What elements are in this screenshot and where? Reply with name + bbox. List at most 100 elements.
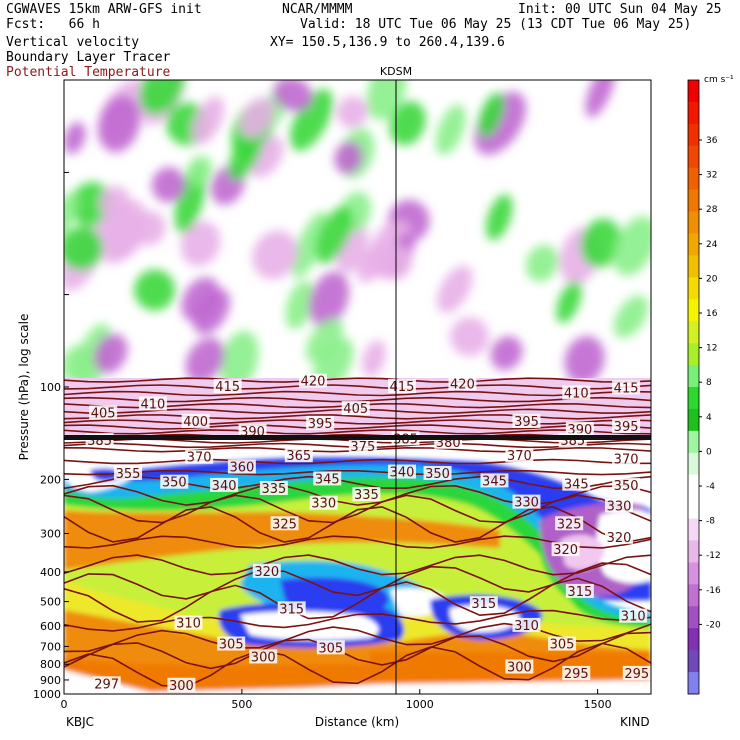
wave-cell: [564, 336, 605, 384]
theta-label-bg: [167, 677, 196, 692]
wave-cell: [556, 280, 582, 323]
wave-cell: [93, 333, 128, 374]
theta-label-bg: [387, 464, 416, 479]
theta-label: 370: [614, 452, 639, 467]
theta-label: 320: [553, 543, 578, 558]
theta-label: 340: [212, 479, 237, 494]
colorbar-swatch: [688, 606, 699, 629]
theta-label-bg: [249, 649, 278, 664]
theta-label: 360: [229, 461, 254, 476]
theta-label: 330: [607, 499, 632, 514]
theta-contour: [64, 494, 651, 524]
y-tick-label: 400: [40, 566, 61, 579]
colorbar-swatch: [688, 452, 699, 476]
wave-cell: [134, 269, 176, 311]
wave-cell: [357, 241, 390, 283]
theta-label: 420: [450, 377, 475, 392]
colorbar-label: -20: [706, 620, 721, 630]
theta-label: 340: [390, 466, 415, 481]
wave-cell: [478, 92, 505, 138]
theta-label: 325: [557, 517, 582, 532]
theta-label: 395: [514, 415, 539, 430]
theta-label: 297: [94, 677, 119, 692]
colorbar-label: 20: [706, 274, 718, 284]
theta-label-bg: [548, 636, 577, 651]
theta-label-bg: [387, 379, 416, 393]
colorbar-swatch: [688, 584, 699, 607]
theta-label: 355: [116, 467, 141, 482]
cross-section-xy: XY= 150.5,136.9 to 260.4,139.6: [270, 35, 505, 50]
theta-label: 350: [614, 479, 639, 494]
wave-cell: [220, 330, 259, 390]
source-label: NCAR/MMMM: [282, 2, 353, 17]
wave-cell: [180, 221, 221, 267]
marker-station-label: KDSM: [380, 65, 412, 78]
theta-label-bg: [512, 494, 541, 509]
theta-label-bg: [469, 596, 498, 611]
theta-label: 335: [261, 482, 286, 497]
model-title: CGWAVES 15km ARW-GFS init: [6, 2, 202, 17]
colorbar-swatch: [688, 540, 699, 563]
theta-label-bg: [299, 373, 328, 388]
theta-label-bg: [341, 401, 370, 416]
theta-label-bg: [238, 423, 267, 438]
colorbar-label: -4: [706, 482, 715, 492]
theta-label: 305: [219, 638, 244, 653]
theta-label: 315: [567, 585, 592, 600]
theta-label-bg: [185, 449, 214, 464]
theta-label-bg: [313, 471, 342, 486]
colorbar-swatch: [688, 321, 699, 344]
theta-label: 305: [318, 641, 343, 656]
theta-label: 320: [254, 565, 279, 580]
wave-cell: [334, 141, 363, 175]
theta-contour: [64, 631, 651, 670]
colorbar-swatch: [688, 650, 699, 673]
theta-label-bg: [565, 583, 594, 598]
y-tick-label: 500: [40, 596, 61, 609]
wave-cell: [64, 344, 93, 382]
theta-label-bg: [555, 516, 584, 531]
wave-cell: [64, 226, 103, 271]
wave-cell: [305, 318, 344, 364]
wave-cell: [185, 337, 225, 383]
wave-cell: [613, 216, 651, 276]
boundary-layer-field: [64, 457, 651, 694]
colorbar-label: -8: [706, 517, 715, 527]
theta-contour: [64, 609, 651, 632]
x-axis-ticks: 0 500 1000 1500: [61, 689, 612, 711]
wave-cell: [525, 244, 559, 282]
theta-label-bg: [565, 421, 594, 436]
wave-cell: [336, 96, 369, 128]
theta-label: 345: [315, 472, 340, 487]
theta-label: 410: [564, 387, 589, 402]
wave-cell: [186, 155, 213, 187]
theta-label-bg: [448, 376, 477, 391]
colorbar-swatch: [688, 145, 699, 169]
theta-label-bg: [309, 495, 338, 510]
colorbar-swatch: [688, 101, 699, 125]
wave-cell: [613, 295, 649, 338]
field-boundary-layer-tracer: Boundary Layer Tracer: [6, 50, 171, 65]
wave-cell: [585, 80, 616, 118]
colorbar-swatch: [688, 365, 699, 388]
colorbar: 36 32 28 24 20 16 12 8 4 0 -4 -8 -12 -16 -20: [687, 79, 721, 695]
theta-label: 365: [286, 449, 311, 464]
upper-wave-field: [64, 80, 651, 393]
theta-label-bg: [505, 448, 534, 463]
theta-label-bg: [227, 459, 256, 474]
y-tick-label: 900: [40, 674, 61, 687]
colorbar-swatch: [688, 233, 699, 256]
theta-label-bg: [89, 405, 118, 420]
x-tick-label: 500: [231, 698, 252, 711]
theta-label: 310: [514, 619, 539, 634]
theta-label-bg: [622, 665, 651, 680]
theta-contour: [64, 577, 651, 623]
theta-label: 410: [141, 397, 166, 412]
wave-cell: [285, 280, 314, 330]
wave-cell: [192, 288, 231, 335]
theta-label: 350: [425, 467, 450, 482]
wave-cell: [450, 317, 489, 356]
theta-contour: [64, 554, 651, 576]
theta-label: 345: [564, 478, 589, 493]
